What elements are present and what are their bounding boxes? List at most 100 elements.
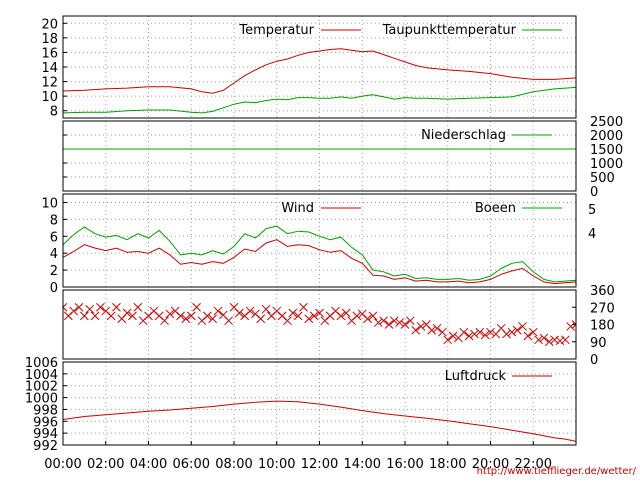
y-tick-label-right: 1000 <box>590 157 623 172</box>
y-tick-label: 1002 <box>25 380 58 395</box>
scatter-point <box>560 335 570 345</box>
scatter-point <box>438 327 447 337</box>
panel-frame <box>62 120 577 192</box>
legend-label: Temperatur <box>238 23 314 38</box>
scatter-point <box>411 325 421 335</box>
scatter-point <box>96 302 105 312</box>
scatter-point <box>507 327 517 337</box>
scatter-point <box>90 311 100 321</box>
scatter-point <box>283 316 292 326</box>
series-line-0 <box>63 239 576 285</box>
y-tick-label-right: 0 <box>590 185 598 200</box>
scatter-point <box>555 336 565 346</box>
y-tick-label: 8 <box>50 213 58 228</box>
x-tick-label: 22:00 <box>515 457 552 472</box>
x-tick-label: 16:00 <box>386 457 423 472</box>
y-tick-label: 6 <box>50 230 58 245</box>
y-tick-label: 10 <box>41 90 58 105</box>
scatter-point <box>379 316 388 326</box>
x-tick-label: 00:00 <box>44 457 81 472</box>
scatter-point <box>192 302 201 312</box>
scatter-point <box>544 337 554 347</box>
y-tick-label: 998 <box>33 403 58 418</box>
scatter-point <box>475 327 485 337</box>
plot-marks <box>63 302 576 347</box>
scatter-point <box>165 309 175 319</box>
scatter-point <box>69 306 79 316</box>
panel-wind-direction: 0 90 180 270 360 <box>62 284 615 368</box>
scatter-point <box>443 335 453 345</box>
scatter-point <box>234 308 244 318</box>
scatter-point <box>534 335 543 345</box>
scatter-point <box>550 335 559 345</box>
scatter-point <box>528 327 538 337</box>
scatter-point <box>341 308 351 318</box>
scatter-point <box>523 331 533 341</box>
scatter-point <box>405 316 415 326</box>
plot-marks <box>63 400 576 442</box>
scatter-point <box>256 314 266 324</box>
y-tick-label: 992 <box>33 439 58 454</box>
y-tick-label-right: 360 <box>590 284 615 299</box>
x-tick-label: 04:00 <box>130 457 167 472</box>
y-tick-label-right: 0 <box>590 353 598 368</box>
y-tick-label-right: 2000 <box>590 129 623 144</box>
series-line-0 <box>63 48 576 94</box>
plot-marks <box>63 48 576 114</box>
scatter-point <box>128 311 137 321</box>
series-line-0 <box>63 400 576 442</box>
scatter-point <box>309 311 319 321</box>
legend-label: Niederschlag <box>421 128 506 143</box>
y-tick-label: 994 <box>33 427 58 442</box>
x-tick-label: 10:00 <box>258 457 295 472</box>
source-url[interactable]: http://www.tiefflieger.de/wetter/ <box>477 466 637 477</box>
panel-frame <box>62 193 577 288</box>
scatter-point <box>373 318 383 327</box>
scatter-point <box>336 311 346 321</box>
scatter-point <box>80 311 89 321</box>
x-tick-label: 20:00 <box>472 457 509 472</box>
scatter-point <box>448 331 458 341</box>
y-tick-label-right: 180 <box>590 319 615 334</box>
x-tick-label: 06:00 <box>173 457 210 472</box>
scatter-point <box>122 308 132 318</box>
y-tick-label: 1004 <box>25 368 58 383</box>
scatter-point <box>315 308 324 318</box>
scatter-point <box>368 311 378 321</box>
y-tick-label-right: 1500 <box>590 143 623 158</box>
legend-label: Boeen <box>475 201 516 216</box>
scatter-point <box>539 333 549 343</box>
scatter-point <box>288 308 298 318</box>
scatter-point <box>160 316 169 326</box>
scatter-point <box>74 302 84 312</box>
y-tick-label-right: 2500 <box>590 115 623 130</box>
panel-frame <box>62 15 577 119</box>
scatter-point <box>202 311 212 321</box>
y-tick-label: 12 <box>41 76 58 91</box>
y-tick-label: 0 <box>50 281 58 296</box>
scatter-point <box>432 323 442 333</box>
y-tick-label: 2 <box>50 264 58 279</box>
y-tick-label-right: 4 <box>588 227 596 242</box>
scatter-point <box>224 316 234 326</box>
scatter-point <box>566 322 576 331</box>
scatter-point <box>480 330 490 340</box>
scatter-point <box>502 329 511 339</box>
x-tick-label: 18:00 <box>429 457 466 472</box>
scatter-point <box>208 314 217 324</box>
scatter-point <box>299 302 308 312</box>
scatter-point <box>261 304 271 314</box>
panel-wind: 0 2 4 6 8 10 5 4 Wind Boeen <box>41 193 596 296</box>
y-tick-label: 10 <box>41 196 58 211</box>
y-tick-label-right: 5 <box>588 203 596 218</box>
scatter-point <box>352 311 362 321</box>
scatter-point <box>181 314 191 324</box>
scatter-point <box>293 311 303 321</box>
plot-marks <box>63 225 576 285</box>
x-tick-label: 14:00 <box>344 457 381 472</box>
scatter-point <box>427 325 437 335</box>
